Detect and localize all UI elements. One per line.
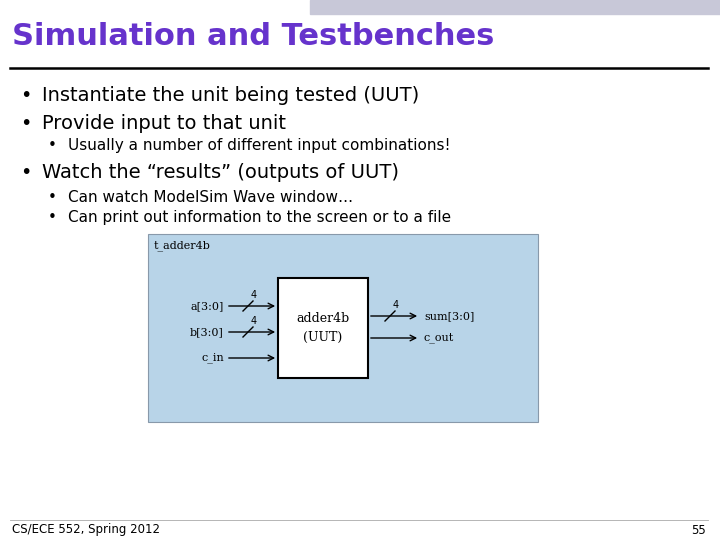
Text: 4: 4 <box>251 316 257 326</box>
Text: •: • <box>48 210 57 225</box>
Text: •: • <box>20 114 32 133</box>
Text: Watch the “results” (outputs of UUT): Watch the “results” (outputs of UUT) <box>42 163 399 182</box>
Bar <box>148 234 538 422</box>
Text: a[3:0]: a[3:0] <box>191 301 224 311</box>
Text: (UUT): (UUT) <box>303 330 343 343</box>
Text: 55: 55 <box>691 523 706 537</box>
Text: •: • <box>48 138 57 153</box>
Text: Usually a number of different input combinations!: Usually a number of different input comb… <box>68 138 451 153</box>
Text: •: • <box>48 190 57 205</box>
Text: •: • <box>20 163 32 182</box>
Text: sum[3:0]: sum[3:0] <box>424 311 474 321</box>
Text: CS/ECE 552, Spring 2012: CS/ECE 552, Spring 2012 <box>12 523 160 537</box>
Text: Provide input to that unit: Provide input to that unit <box>42 114 286 133</box>
Text: Instantiate the unit being tested (UUT): Instantiate the unit being tested (UUT) <box>42 86 419 105</box>
Text: Simulation and Testbenches: Simulation and Testbenches <box>12 22 495 51</box>
Text: Can print out information to the screen or to a file: Can print out information to the screen … <box>68 210 451 225</box>
Text: c_in: c_in <box>202 353 224 363</box>
Text: Can watch ModelSim Wave window…: Can watch ModelSim Wave window… <box>68 190 353 205</box>
Bar <box>310 0 720 14</box>
Text: 4: 4 <box>251 290 257 300</box>
Text: t_adder4b: t_adder4b <box>154 240 211 251</box>
Text: b[3:0]: b[3:0] <box>190 327 224 337</box>
Text: adder4b: adder4b <box>297 313 350 326</box>
Bar <box>278 278 368 378</box>
Text: •: • <box>20 86 32 105</box>
Text: 4: 4 <box>393 300 399 310</box>
Text: c_out: c_out <box>424 333 454 343</box>
